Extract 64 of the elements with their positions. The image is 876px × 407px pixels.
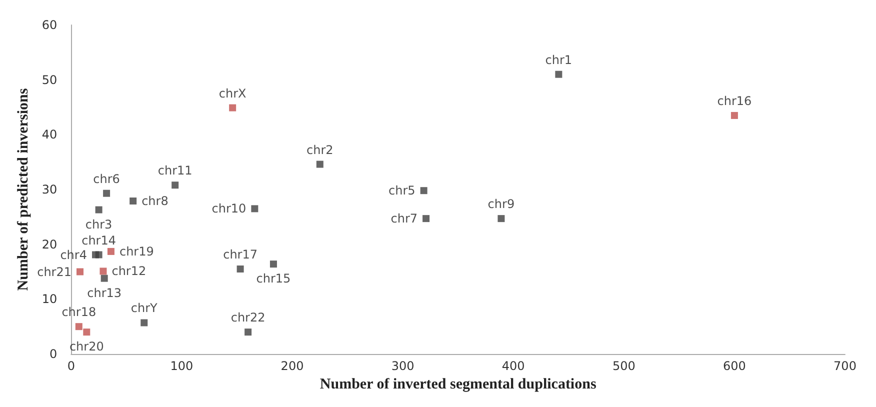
data-label: chr21: [37, 264, 72, 279]
data-label: chr1: [545, 52, 572, 67]
point: [244, 328, 252, 336]
point: [498, 215, 505, 222]
data-label: chr8: [142, 194, 168, 208]
x-tick-label: 0: [67, 359, 75, 373]
y-tick-label: 0: [50, 347, 58, 361]
point: [100, 268, 107, 275]
point: [140, 319, 148, 326]
y-tick-label: 50: [42, 72, 58, 87]
data-label: chr18: [62, 305, 96, 320]
data-label: chrX: [218, 86, 246, 100]
point: [555, 70, 562, 78]
y-tick-label: 20: [42, 237, 58, 252]
x-tick-label: 500: [612, 359, 636, 373]
data-label: chr17: [223, 248, 258, 262]
y-axis-title: Number of predicted inversions: [16, 88, 32, 291]
point: [172, 182, 179, 189]
x-tick-label: 600: [723, 359, 746, 373]
data-label: chr5: [388, 184, 416, 198]
point: [229, 104, 236, 112]
data-label: chr4: [60, 248, 87, 262]
point: [730, 112, 738, 119]
data-label: chr13: [87, 286, 122, 300]
data-label: chr14: [82, 233, 116, 248]
x-tick-label: 200: [280, 359, 304, 373]
data-label: chr20: [69, 340, 104, 354]
x-tick-label: 300: [391, 359, 414, 373]
point: [270, 260, 277, 268]
point: [103, 190, 110, 197]
point: [75, 323, 82, 330]
data-label: chr15: [256, 272, 291, 286]
point: [83, 328, 90, 336]
data-label: chr9: [488, 197, 515, 212]
y-tick-label: 60: [42, 18, 58, 32]
x-tick-label: 100: [170, 359, 194, 373]
point: [92, 251, 99, 258]
point: [422, 215, 430, 222]
point: [95, 206, 102, 214]
point: [251, 205, 258, 212]
x-axis-title: Number of inverted segmental duplications: [320, 376, 596, 392]
data-label: chr7: [390, 212, 418, 226]
point: [130, 198, 137, 205]
point: [76, 268, 84, 276]
x-tick-label: 400: [502, 359, 525, 373]
data-label: chr10: [212, 202, 246, 216]
y-tick-label: 40: [42, 128, 58, 142]
data-label: chr3: [85, 217, 112, 232]
y-tick-label: 10: [42, 292, 58, 306]
point: [420, 187, 428, 194]
data-label: chr6: [93, 172, 120, 186]
data-label: chr19: [119, 244, 154, 258]
point: [100, 274, 108, 282]
data-label: chrY: [130, 301, 158, 316]
point: [236, 266, 244, 273]
data-label: chr11: [158, 164, 192, 178]
y-tick-label: 30: [42, 182, 58, 196]
data-label: chr2: [306, 142, 334, 157]
point: [316, 160, 324, 168]
data-label: chr12: [112, 264, 146, 278]
point: [107, 248, 114, 255]
x-tick-label: 700: [834, 359, 856, 373]
data-label: chr22: [230, 310, 266, 325]
data-label: chr16: [717, 94, 752, 108]
